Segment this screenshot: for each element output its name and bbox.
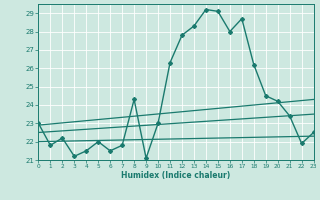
X-axis label: Humidex (Indice chaleur): Humidex (Indice chaleur): [121, 171, 231, 180]
